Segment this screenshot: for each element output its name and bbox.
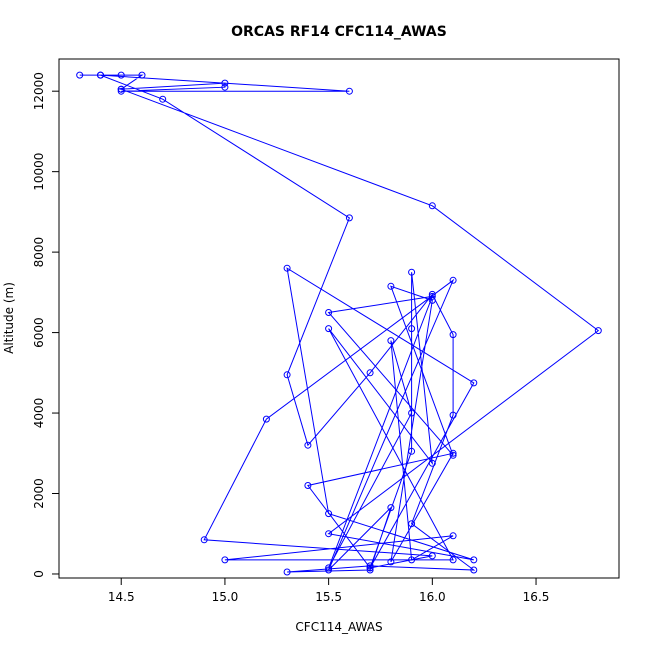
- data-point: [325, 566, 333, 574]
- data-point: [387, 504, 395, 512]
- series-layer: [76, 71, 602, 576]
- data-point: [387, 337, 395, 345]
- x-tick-label: 15.0: [212, 590, 239, 604]
- data-point: [428, 296, 436, 304]
- data-point: [449, 276, 457, 284]
- data-point: [117, 87, 125, 95]
- data-point: [325, 530, 333, 538]
- data-point: [470, 379, 478, 387]
- data-point: [470, 556, 478, 564]
- data-point: [345, 87, 353, 95]
- series-line: [79, 74, 600, 573]
- data-point: [470, 566, 478, 574]
- data-point: [594, 327, 602, 335]
- data-point: [449, 331, 457, 339]
- data-point: [221, 83, 229, 91]
- data-point: [408, 556, 416, 564]
- y-tick-label: 10000: [32, 153, 46, 191]
- data-point: [159, 95, 167, 103]
- data-point: [408, 325, 416, 333]
- data-point: [325, 325, 333, 333]
- data-point: [449, 532, 457, 540]
- data-point: [366, 566, 374, 574]
- data-point: [138, 71, 146, 79]
- x-tick-label: 14.5: [108, 590, 135, 604]
- data-point: [325, 309, 333, 316]
- x-axis-label: CFC114_AWAS: [295, 620, 382, 634]
- data-point: [117, 71, 125, 79]
- x-tick-label: 15.5: [315, 590, 342, 604]
- data-point: [449, 449, 457, 457]
- y-axis-label: Altitude (m): [2, 282, 16, 354]
- data-point: [408, 409, 416, 417]
- data-point: [449, 556, 457, 564]
- data-point: [408, 268, 416, 276]
- data-point: [325, 510, 333, 518]
- data-point: [366, 369, 374, 377]
- data-point: [262, 415, 270, 423]
- data-point: [117, 85, 125, 93]
- data-point: [449, 451, 457, 459]
- y-tick-label: 2000: [32, 478, 46, 509]
- data-point: [304, 482, 312, 489]
- data-point: [428, 202, 436, 210]
- chart-title: ORCAS RF14 CFC114_AWAS: [231, 24, 447, 40]
- data-point: [428, 459, 436, 467]
- data-point: [366, 562, 374, 570]
- data-point: [408, 447, 416, 455]
- data-point: [304, 441, 312, 449]
- data-point: [283, 568, 291, 576]
- y-tick-label: 12000: [32, 72, 46, 110]
- data-point: [387, 558, 395, 566]
- x-tick-label: 16.5: [523, 590, 550, 604]
- x-axis: 14.5 15.0 15.5 16.0 16.5: [108, 577, 550, 604]
- data-point: [428, 552, 436, 560]
- data-point: [428, 292, 436, 300]
- data-point: [283, 371, 291, 379]
- data-point: [408, 520, 416, 528]
- x-tick-label: 16.0: [419, 590, 446, 604]
- data-point: [345, 214, 353, 222]
- data-point: [325, 564, 333, 572]
- y-tick-label: 8000: [32, 237, 46, 268]
- data-point: [221, 556, 229, 564]
- y-tick-label: 4000: [32, 398, 46, 429]
- data-point: [366, 564, 374, 572]
- data-point: [387, 282, 395, 290]
- y-tick-label: 6000: [32, 317, 46, 348]
- data-point: [200, 536, 208, 544]
- data-point: [221, 79, 229, 87]
- data-point: [76, 71, 84, 79]
- y-axis: 0 2000 4000 6000 8000 10000 12000: [32, 72, 60, 578]
- data-point: [283, 264, 291, 272]
- data-point: [97, 71, 104, 79]
- y-tick-label: 0: [32, 570, 46, 578]
- data-point: [449, 411, 457, 419]
